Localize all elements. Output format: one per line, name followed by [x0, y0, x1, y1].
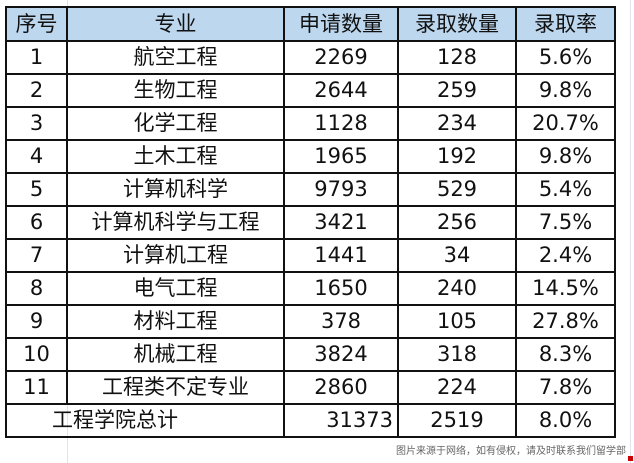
cell-admitted: 192: [397, 139, 517, 174]
cell-major: 电气工程: [66, 271, 285, 306]
cell-index: 1: [5, 40, 68, 75]
admissions-table: 序号 专业 申请数量 录取数量 录取率 1 航空工程 2269 128 5.6% 2 生物工…: [5, 6, 616, 438]
table-row: 9 材料工程 378 105 27.8%: [5, 304, 616, 339]
cell-admitted: 105: [397, 304, 517, 339]
header-admitted: 录取数量: [397, 6, 517, 42]
cell-index: 10: [5, 337, 68, 372]
cell-major: 计算机科学与工程: [66, 205, 285, 240]
total-rate: 8.0%: [515, 403, 616, 438]
cell-applications: 1650: [283, 271, 399, 306]
sheet-gridline: [630, 0, 631, 463]
table-row: 1 航空工程 2269 128 5.6%: [5, 40, 616, 75]
total-label: 工程学院总计: [5, 403, 285, 438]
cell-index: 2: [5, 73, 68, 108]
table-row: 5 计算机科学 9793 529 5.4%: [5, 172, 616, 207]
cell-admitted: 318: [397, 337, 517, 372]
cell-applications: 3421: [283, 205, 399, 240]
cell-rate: 2.4%: [515, 238, 616, 273]
cell-index: 11: [5, 370, 68, 405]
cell-major: 机械工程: [66, 337, 285, 372]
header-row: 序号 专业 申请数量 录取数量 录取率: [5, 6, 616, 42]
cell-major: 生物工程: [66, 73, 285, 108]
cell-admitted: 529: [397, 172, 517, 207]
table-row: 11 工程类不定专业 2860 224 7.8%: [5, 370, 616, 405]
table-row: 8 电气工程 1650 240 14.5%: [5, 271, 616, 306]
cell-index: 4: [5, 139, 68, 174]
cell-major: 计算机工程: [66, 238, 285, 273]
table-row: 10 机械工程 3824 318 8.3%: [5, 337, 616, 372]
cell-index: 6: [5, 205, 68, 240]
table-row: 4 土木工程 1965 192 9.8%: [5, 139, 616, 174]
cell-rate: 9.8%: [515, 139, 616, 174]
cell-applications: 1128: [283, 106, 399, 141]
cell-admitted: 34: [397, 238, 517, 273]
cell-rate: 7.5%: [515, 205, 616, 240]
total-admitted: 2519: [397, 403, 517, 438]
watermark: 图片来源于网络，如有侵权，请及时联系我们留学部: [396, 446, 626, 457]
cell-index: 8: [5, 271, 68, 306]
cell-index: 5: [5, 172, 68, 207]
table-row: 7 计算机工程 1441 34 2.4%: [5, 238, 616, 273]
cell-applications: 2860: [283, 370, 399, 405]
cell-index: 9: [5, 304, 68, 339]
header-applications: 申请数量: [283, 6, 399, 42]
header-rate: 录取率: [515, 6, 616, 42]
cell-admitted: 259: [397, 73, 517, 108]
total-applications: 31373: [283, 403, 399, 438]
cell-admitted: 234: [397, 106, 517, 141]
cell-applications: 1441: [283, 238, 399, 273]
cell-admitted: 224: [397, 370, 517, 405]
cell-rate: 5.6%: [515, 40, 616, 75]
table-row: 2 生物工程 2644 259 9.8%: [5, 73, 616, 108]
cell-applications: 3824: [283, 337, 399, 372]
cell-applications: 378: [283, 304, 399, 339]
cell-rate: 20.7%: [515, 106, 616, 141]
cell-major: 航空工程: [66, 40, 285, 75]
table-row: 3 化学工程 1128 234 20.7%: [5, 106, 616, 141]
cell-admitted: 240: [397, 271, 517, 306]
cell-major: 工程类不定专业: [66, 370, 285, 405]
corner-mark: [628, 456, 633, 461]
cell-admitted: 256: [397, 205, 517, 240]
cell-rate: 8.3%: [515, 337, 616, 372]
header-index: 序号: [5, 6, 68, 42]
cell-admitted: 128: [397, 40, 517, 75]
header-major: 专业: [66, 6, 285, 42]
cell-major: 土木工程: [66, 139, 285, 174]
cell-applications: 9793: [283, 172, 399, 207]
cell-index: 3: [5, 106, 68, 141]
cell-major: 计算机科学: [66, 172, 285, 207]
cell-applications: 1965: [283, 139, 399, 174]
cell-rate: 9.8%: [515, 73, 616, 108]
cell-major: 化学工程: [66, 106, 285, 141]
cell-rate: 5.4%: [515, 172, 616, 207]
cell-index: 7: [5, 238, 68, 273]
cell-applications: 2269: [283, 40, 399, 75]
cell-rate: 27.8%: [515, 304, 616, 339]
cell-rate: 14.5%: [515, 271, 616, 306]
cell-applications: 2644: [283, 73, 399, 108]
cell-rate: 7.8%: [515, 370, 616, 405]
total-row: 工程学院总计 31373 2519 8.0%: [5, 403, 616, 438]
table-row: 6 计算机科学与工程 3421 256 7.5%: [5, 205, 616, 240]
cell-major: 材料工程: [66, 304, 285, 339]
